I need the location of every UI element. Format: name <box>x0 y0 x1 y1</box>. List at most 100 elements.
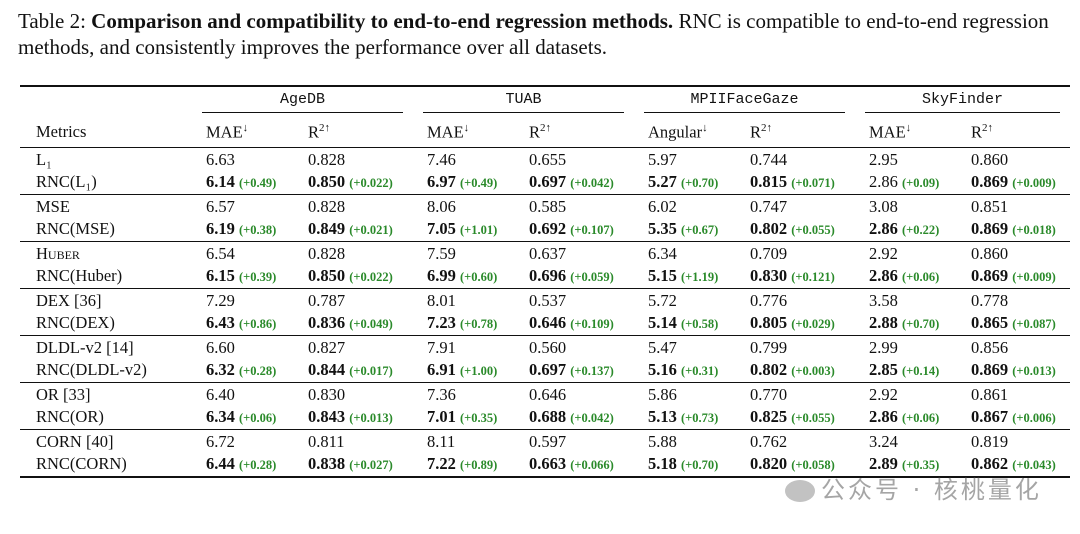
cell-value: 0.692 <box>529 219 567 238</box>
delta-value: (+0.018) <box>1012 223 1056 237</box>
table-cell: 0.663 (+0.066) <box>515 452 634 476</box>
delta-value: (+0.49) <box>460 176 498 190</box>
group-header: MPIIFaceGaze <box>634 87 855 117</box>
delta-value: (+0.70) <box>681 176 719 190</box>
subheader-r: R2↑ <box>750 121 773 142</box>
table-cell: 0.597 <box>529 432 567 451</box>
table-cell: 0.811 <box>308 432 345 451</box>
delta-value: (+1.01) <box>460 223 498 237</box>
table-cell: 5.15 (+1.19) <box>634 264 736 289</box>
delta-value: (+1.00) <box>460 364 498 378</box>
group-header-row: AgeDB TUAB MPIIFaceGaze SkyFinder <box>20 87 1070 117</box>
caption-rnc: RNC <box>678 9 722 33</box>
table-cell: 0.819 <box>971 432 1009 451</box>
table-cell: 5.97 <box>648 150 677 169</box>
cell-value: 6.97 <box>427 172 456 191</box>
watermark: 公众号 · 核桃量化 <box>785 470 1042 505</box>
table-cell: 0.799 <box>750 338 788 357</box>
table-cell: 0.646 (+0.109) <box>515 311 634 336</box>
cell-value: 7.23 <box>427 313 456 332</box>
cell-value: 0.802 <box>750 360 788 379</box>
delta-value: (+0.109) <box>570 317 614 331</box>
table-cell: 0.869 (+0.018) <box>957 217 1070 242</box>
table-cell: 0.697 (+0.137) <box>515 358 634 383</box>
table-cell: 6.43 (+0.86) <box>192 311 294 336</box>
watermark-text: 公众号 · 核桃量化 <box>821 476 1042 504</box>
table-cell: 2.92 <box>869 385 898 404</box>
subheader-mae: MAE↓ <box>206 121 249 142</box>
table-cell: 2.95 <box>869 150 898 169</box>
method-name: Huber <box>36 244 80 263</box>
table-cell: 7.01 (+0.35) <box>413 405 515 430</box>
table-cell: 0.862 (+0.043) <box>957 452 1070 476</box>
table-cell: 5.72 <box>648 291 677 310</box>
delta-value: (+0.009) <box>1012 270 1056 284</box>
table-cell: 0.688 (+0.042) <box>515 405 634 430</box>
delta-value: (+0.35) <box>460 411 498 425</box>
subheader-mae: MAE↓ <box>869 121 912 142</box>
table-cell: 0.787 <box>308 291 346 310</box>
table-cell: 6.34 (+0.06) <box>192 405 294 430</box>
cell-value: 0.850 <box>308 172 346 191</box>
delta-value: (+0.58) <box>681 317 719 331</box>
delta-value: (+0.89) <box>460 458 498 472</box>
delta-value: (+0.022) <box>349 270 393 284</box>
table-row: OR [33] 6.40 0.830 7.36 0.646 5.86 0.770 2.92 0.… <box>20 383 1070 405</box>
table-cell: 0.802 (+0.003) <box>736 358 855 383</box>
table-cell: 2.86 (+0.09) <box>855 170 957 195</box>
table-cell: 8.06 <box>427 197 456 216</box>
cell-value: 0.869 <box>971 360 1009 379</box>
table-cell: 0.696 (+0.059) <box>515 264 634 289</box>
delta-value: (+0.14) <box>902 364 940 378</box>
cell-value: 6.14 <box>206 172 235 191</box>
table-row: RNC(MSE) 6.19 (+0.38) 0.849 (+0.021) 7.05 (… <box>20 217 1070 242</box>
table-cell: 0.692 (+0.107) <box>515 217 634 242</box>
table-cell: 7.29 <box>206 291 235 310</box>
metrics-header: Metrics <box>36 122 87 141</box>
delta-value: (+0.49) <box>239 176 277 190</box>
table-cell: 0.844 (+0.017) <box>294 358 413 383</box>
table-cell: 6.57 <box>206 197 235 216</box>
table-cell: 0.860 <box>971 150 1009 169</box>
table-row: CORN [40] 6.72 0.811 8.11 0.597 5.88 0.762 3.24… <box>20 430 1070 452</box>
cell-value: 0.688 <box>529 407 567 426</box>
cell-value: 0.838 <box>308 454 346 473</box>
delta-value: (+0.31) <box>681 364 719 378</box>
caption-rest: is compatible to end-to-end regression m… <box>18 9 1049 59</box>
table-cell: 0.747 <box>750 197 788 216</box>
table-cell: 0.778 <box>971 291 1009 310</box>
method-name: RNC(OR) <box>36 407 104 426</box>
table-cell: 5.35 (+0.67) <box>634 217 736 242</box>
table-cell: 0.828 <box>308 150 346 169</box>
cell-value: 5.13 <box>648 407 677 426</box>
table-row: RNC(DLDL-v2) 6.32 (+0.28) 0.844 (+0.017) 6.… <box>20 358 1070 383</box>
delta-value: (+0.28) <box>239 364 277 378</box>
delta-value: (+0.70) <box>902 317 940 331</box>
delta-value: (+0.058) <box>791 458 835 472</box>
cell-value: 2.86 <box>869 407 898 426</box>
table-cell: 0.849 (+0.021) <box>294 217 413 242</box>
cell-value: 2.88 <box>869 313 898 332</box>
table-cell: 5.18 (+0.70) <box>634 452 736 476</box>
cell-value: 6.19 <box>206 219 235 238</box>
cell-value: 0.850 <box>308 266 346 285</box>
delta-value: (+0.021) <box>349 223 393 237</box>
delta-value: (+0.35) <box>902 458 940 472</box>
subheader-mae: MAE↓ <box>427 121 470 142</box>
cell-value: 7.22 <box>427 454 456 473</box>
delta-value: (+0.86) <box>239 317 277 331</box>
table-cell: 5.13 (+0.73) <box>634 405 736 430</box>
table-cell: 0.830 <box>308 385 346 404</box>
table-cell: 0.843 (+0.013) <box>294 405 413 430</box>
cell-value: 6.91 <box>427 360 456 379</box>
table-cell: 6.72 <box>206 432 235 451</box>
cell-value: 0.805 <box>750 313 788 332</box>
group-header: SkyFinder <box>855 87 1070 117</box>
table-cell: 0.770 <box>750 385 788 404</box>
table-cell: 0.869 (+0.013) <box>957 358 1070 383</box>
method-name: RNC(CORN) <box>36 454 127 473</box>
method-name: RNC(MSE) <box>36 219 115 238</box>
cell-value: 0.862 <box>971 454 1009 473</box>
table-cell: 0.776 <box>750 291 788 310</box>
table-row: RNC(OR) 6.34 (+0.06) 0.843 (+0.013) 7.01 (+… <box>20 405 1070 430</box>
